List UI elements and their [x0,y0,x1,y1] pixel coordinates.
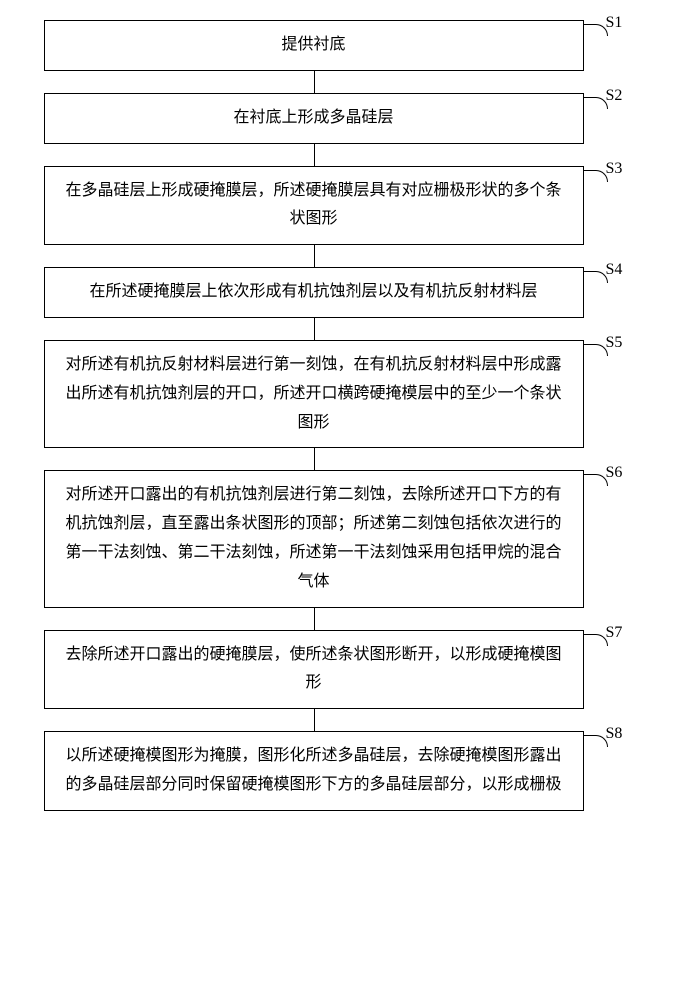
leader-line-icon [584,97,608,109]
step-box: 提供衬底 [44,20,584,71]
step-text: 对所述开口露出的有机抗蚀剂层进行第二刻蚀，去除所述开口下方的有机抗蚀剂层，直至露… [61,481,567,596]
step-text: 提供衬底 [61,31,567,60]
step-label: S5 [606,334,623,352]
flow-step-s5: 对所述有机抗反射材料层进行第一刻蚀，在有机抗反射材料层中形成露出所述有机抗蚀剂层… [44,340,644,448]
leader-line-icon [584,271,608,283]
step-label: S8 [606,725,623,743]
step-text: 在衬底上形成多晶硅层 [61,104,567,133]
leader-line-icon [584,474,608,486]
flowchart-container: 提供衬底S1在衬底上形成多晶硅层S2在多晶硅层上形成硬掩膜层，所述硬掩膜层具有对… [44,20,644,811]
connector-line [314,71,316,93]
step-text: 在所述硬掩膜层上依次形成有机抗蚀剂层以及有机抗反射材料层 [61,278,567,307]
flow-step-s3: 在多晶硅层上形成硬掩膜层，所述硬掩膜层具有对应栅极形状的多个条状图形S3 [44,166,644,246]
flow-step-s8: 以所述硬掩模图形为掩膜，图形化所述多晶硅层，去除硬掩模图形露出的多晶硅层部分同时… [44,731,644,811]
step-label: S4 [606,261,623,279]
flow-step-s7: 去除所述开口露出的硬掩膜层，使所述条状图形断开，以形成硬掩模图形S7 [44,630,644,710]
step-label: S7 [606,624,623,642]
step-box: 去除所述开口露出的硬掩膜层，使所述条状图形断开，以形成硬掩模图形 [44,630,584,710]
step-box: 在所述硬掩膜层上依次形成有机抗蚀剂层以及有机抗反射材料层 [44,267,584,318]
flow-step-s2: 在衬底上形成多晶硅层S2 [44,93,644,144]
connector-line [314,318,316,340]
step-box: 以所述硬掩模图形为掩膜，图形化所述多晶硅层，去除硬掩模图形露出的多晶硅层部分同时… [44,731,584,811]
connector-line [314,144,316,166]
leader-line-icon [584,170,608,182]
step-text: 对所述有机抗反射材料层进行第一刻蚀，在有机抗反射材料层中形成露出所述有机抗蚀剂层… [61,351,567,437]
connector-line [314,709,316,731]
leader-line-icon [584,634,608,646]
step-label: S6 [606,464,623,482]
step-label: S1 [606,14,623,32]
step-text: 以所述硬掩模图形为掩膜，图形化所述多晶硅层，去除硬掩模图形露出的多晶硅层部分同时… [61,742,567,800]
step-text: 去除所述开口露出的硬掩膜层，使所述条状图形断开，以形成硬掩模图形 [61,641,567,699]
step-label: S3 [606,160,623,178]
flow-step-s1: 提供衬底S1 [44,20,644,71]
leader-line-icon [584,24,608,36]
step-box: 在多晶硅层上形成硬掩膜层，所述硬掩膜层具有对应栅极形状的多个条状图形 [44,166,584,246]
step-text: 在多晶硅层上形成硬掩膜层，所述硬掩膜层具有对应栅极形状的多个条状图形 [61,177,567,235]
step-box: 在衬底上形成多晶硅层 [44,93,584,144]
connector-line [314,608,316,630]
connector-line [314,245,316,267]
step-box: 对所述开口露出的有机抗蚀剂层进行第二刻蚀，去除所述开口下方的有机抗蚀剂层，直至露… [44,470,584,607]
step-label: S2 [606,87,623,105]
flow-step-s4: 在所述硬掩膜层上依次形成有机抗蚀剂层以及有机抗反射材料层S4 [44,267,644,318]
connector-line [314,448,316,470]
step-box: 对所述有机抗反射材料层进行第一刻蚀，在有机抗反射材料层中形成露出所述有机抗蚀剂层… [44,340,584,448]
flow-step-s6: 对所述开口露出的有机抗蚀剂层进行第二刻蚀，去除所述开口下方的有机抗蚀剂层，直至露… [44,470,644,607]
leader-line-icon [584,735,608,747]
leader-line-icon [584,344,608,356]
